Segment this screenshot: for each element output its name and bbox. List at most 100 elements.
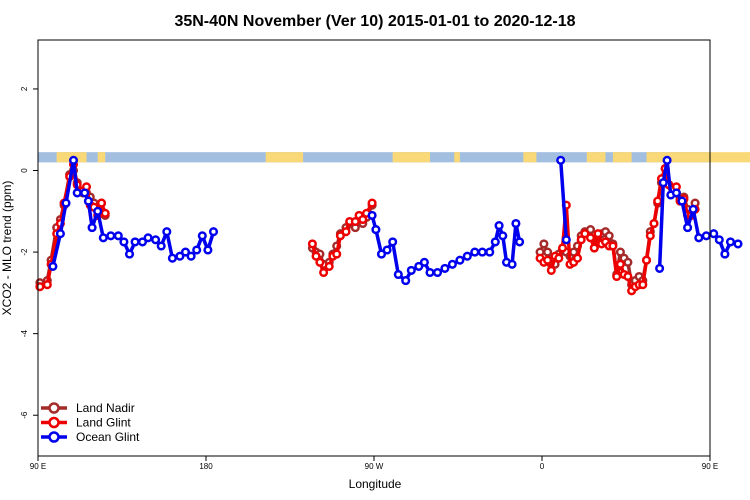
data-point [208,227,219,237]
legend-label: Land Nadir [76,401,135,415]
land-band-segment [612,152,632,163]
x-tick-label: 0 [540,462,545,471]
data-point [543,255,553,265]
data-point [589,243,599,253]
x-axis-label: Longitude [349,477,402,491]
series-line [558,160,569,240]
x-tick-label: 180 [199,462,213,471]
data-point [332,249,342,259]
data-point [124,249,135,259]
data-point [477,247,487,257]
data-point [608,241,618,251]
data-point [406,265,416,275]
data-point [615,259,625,269]
data-point [335,231,345,241]
data-point [671,188,681,198]
data-point [414,261,424,271]
data-point [561,235,571,245]
data-point [714,235,724,245]
data-point [494,221,504,231]
data-point [180,247,191,257]
series-ocean-glint [48,155,743,286]
data-point [401,276,411,286]
y-tick-label: 0 [20,168,29,173]
data-point [604,231,614,241]
data-point [371,225,381,235]
data-point [61,198,71,208]
data-point [80,188,90,198]
data-point [324,261,334,271]
data-point [720,249,730,259]
data-point [48,261,58,271]
data-point [162,227,172,237]
data-point [593,229,603,239]
land-band-segment [265,152,304,163]
data-point [96,198,107,208]
data-point [612,271,622,282]
series-layer [35,155,743,296]
data-point [432,267,443,278]
data-point [655,263,665,273]
data-point [367,210,377,220]
data-point [455,255,465,265]
data-point [382,245,392,255]
land-band-segment [97,152,106,163]
data-point [701,231,711,241]
data-point [694,233,704,243]
data-point [350,216,360,227]
data-point [576,235,586,245]
data-point [186,251,196,261]
data-point [462,251,472,261]
surface-band [38,152,750,163]
data-point [83,196,93,206]
data-point [55,229,65,239]
data-point [615,247,625,257]
x-axis: 90 E 180 90 W 0 90 E [30,456,718,471]
data-point [319,267,329,278]
legend-marker [48,431,60,443]
data-point [358,214,368,225]
data-point [419,257,429,267]
data-point [100,208,110,218]
data-point [130,237,140,247]
legend-item: Ocean Glint [41,430,140,444]
data-point [580,229,590,239]
data-point [106,231,116,241]
x-tick-label: 90 E [702,462,718,471]
data-point [388,237,398,247]
data-point [585,233,596,243]
land-band-segment [454,152,460,163]
data-point [572,253,583,263]
data-point [662,155,672,165]
data-point [623,271,633,282]
data-point [93,206,103,216]
chart-title: 35N-40N November (Ver 10) 2015-01-01 to … [174,13,575,30]
data-point [315,257,325,267]
data-point [585,225,596,235]
land-band-segment [586,152,606,163]
legend-item: Land Nadir [41,401,135,415]
data-point [376,249,387,259]
data-point [447,259,457,269]
data-point [137,237,148,247]
legend-label: Land Glint [76,416,131,430]
data-point [72,188,82,198]
data-point [507,259,517,269]
data-point [546,265,556,275]
data-point [515,237,525,247]
data-point [197,231,207,241]
y-tick-label: -4 [20,330,29,338]
land-band-segment [646,152,750,163]
data-point [311,251,321,261]
data-point [658,178,668,188]
data-point [490,237,500,247]
data-point [641,255,652,265]
data-point [113,231,123,241]
data-point [653,196,663,206]
data-point [556,155,566,165]
data-point [367,198,377,208]
data-point [167,253,177,263]
data-point [156,241,166,251]
